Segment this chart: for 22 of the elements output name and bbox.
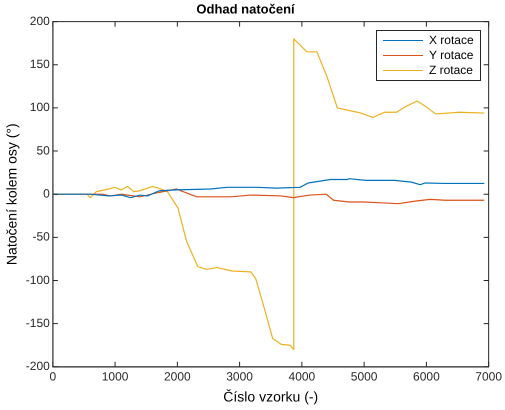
x-tick-label: 2000 [164, 369, 192, 384]
y-tick-label: 150 [30, 57, 50, 72]
y-tick-label: 200 [30, 14, 50, 28]
legend-label: X rotace [428, 33, 474, 48]
x-tick-label: 5000 [350, 369, 378, 384]
x-tick-label: 4000 [288, 369, 316, 384]
y-tick-label: -150 [26, 316, 50, 330]
x-tick-label: 3000 [226, 369, 254, 384]
y-tick-label: -50 [32, 230, 50, 244]
y-tick-label: 50 [36, 143, 50, 158]
x-tick-label: 7000 [475, 369, 502, 384]
y-axis-title: Natočení kolem osy (°) [3, 123, 20, 266]
y-tick-label: -200 [26, 359, 50, 374]
legend-label: Z rotace [428, 63, 473, 78]
x-axis-title: Číslo vzorku (-) [223, 388, 318, 404]
x-tick-label: 1000 [102, 369, 129, 384]
legend-label: Y rotace [428, 48, 474, 62]
chart-title: Odhad natočení [196, 1, 295, 16]
y-tick-label: 0 [43, 186, 50, 201]
x-tick-label: 6000 [413, 369, 440, 384]
y-tick-label: -100 [26, 272, 50, 287]
y-tick-label: 100 [30, 100, 50, 114]
